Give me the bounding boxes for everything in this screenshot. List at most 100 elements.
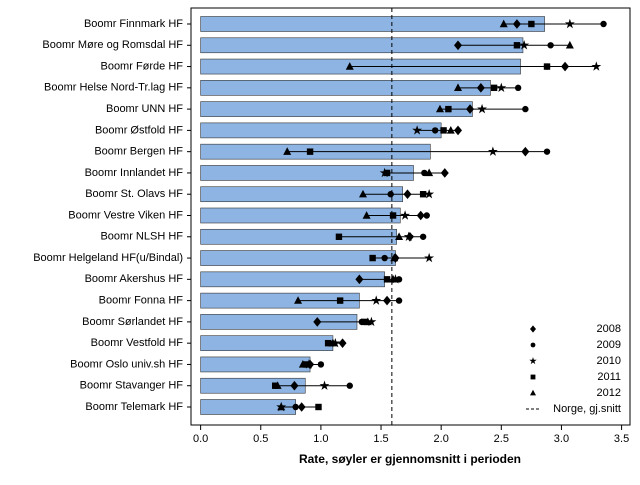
- y-tick-label: Boomr Akershus HF: [85, 273, 184, 285]
- marker-triangle: [328, 338, 337, 347]
- marker-triangle: [390, 253, 399, 262]
- marker-star: [371, 295, 382, 305]
- marker-triangle: [454, 83, 463, 92]
- marker-diamond: [416, 210, 425, 221]
- marker-circle: [543, 148, 551, 155]
- marker-diamond: [290, 380, 299, 391]
- bar: [200, 335, 334, 351]
- marker-circle: [292, 403, 299, 411]
- marker-star: [390, 274, 401, 284]
- bar: [200, 101, 473, 117]
- y-tick-label: Boomr Førde HF: [100, 60, 183, 72]
- marker-star: [319, 380, 330, 390]
- marker-star: [412, 125, 423, 135]
- marker-diamond: [454, 40, 463, 51]
- x-tick-label: 3.5: [614, 433, 629, 445]
- y-tick-label: Boomr Møre og Romsdal HF: [42, 39, 183, 51]
- marker-triangle: [298, 360, 307, 368]
- marker-square: [445, 105, 452, 113]
- y-tick-label: Boomr Vestfold HF: [91, 337, 184, 349]
- marker-star: [424, 252, 435, 263]
- legend-label: 2011: [597, 371, 621, 383]
- marker-triangle: [363, 317, 372, 326]
- marker-star: [400, 210, 411, 220]
- marker-diamond: [403, 189, 412, 200]
- marker-star: [403, 231, 414, 241]
- y-tick-label: Boomr Sørlandet HF: [82, 316, 183, 328]
- marker-square: [543, 63, 551, 70]
- x-tick-label: 2.5: [494, 433, 509, 445]
- legend-label: Norge, gj.snitt: [553, 403, 621, 415]
- y-tick-label: Boomr Østfold HF: [95, 124, 183, 136]
- marker-square: [419, 191, 427, 198]
- legend-symbol: [530, 342, 536, 348]
- y-tick-label: Boomr St. Olavs HF: [85, 188, 183, 200]
- marker-triangle: [499, 19, 508, 28]
- marker-square: [369, 254, 376, 262]
- y-tick-label: Boomr Finnmark HF: [84, 18, 183, 30]
- marker-circle: [381, 254, 388, 262]
- y-tick-label: Boomr Fonna HF: [99, 295, 184, 307]
- marker-triangle: [358, 189, 367, 198]
- marker-diamond: [454, 125, 463, 136]
- marker-circle: [547, 42, 554, 49]
- marker-circle: [431, 127, 439, 134]
- marker-circle: [317, 361, 325, 368]
- marker-square: [490, 84, 498, 92]
- y-tick-label: Boomr Telemark HF: [85, 401, 183, 413]
- marker-circle: [423, 212, 430, 219]
- legend-symbol: [530, 389, 536, 396]
- bar: [200, 122, 442, 139]
- marker-star: [496, 82, 507, 93]
- x-tick-label: 2.0: [434, 433, 449, 445]
- x-tick-label: 3.0: [554, 433, 569, 445]
- marker-star: [519, 40, 530, 50]
- y-tick-label: Boomr Helse Nord-Tr.lag HF: [44, 82, 183, 94]
- marker-star: [487, 146, 498, 156]
- marker-star: [330, 337, 341, 348]
- y-tick-label: Boomr UNN HF: [106, 103, 183, 115]
- marker-star: [366, 316, 377, 327]
- marker-diamond: [561, 61, 570, 72]
- marker-square: [528, 20, 535, 28]
- marker-square: [360, 318, 368, 326]
- marker-circle: [346, 382, 353, 389]
- marker-circle: [600, 20, 607, 28]
- y-tick-label: Boomr Innlandet HF: [85, 167, 184, 179]
- marker-diamond: [297, 402, 306, 412]
- marker-diamond: [466, 104, 475, 114]
- marker-triangle: [345, 62, 354, 70]
- x-tick-label: 0.0: [193, 433, 208, 445]
- x-axis-label: Rate, søyler er gjennomsnitt i perioden: [299, 452, 521, 466]
- marker-triangle: [277, 402, 286, 411]
- bar: [200, 356, 311, 373]
- marker-circle: [395, 297, 403, 304]
- legend-symbol: [530, 325, 536, 333]
- legend-symbol: [529, 357, 537, 365]
- marker-triangle: [283, 147, 292, 155]
- legend-label: 2012: [597, 387, 621, 399]
- marker-diamond: [476, 83, 485, 93]
- marker-square: [271, 382, 279, 389]
- legend-symbol: [530, 374, 536, 380]
- x-tick-label: 1.5: [373, 433, 388, 445]
- marker-square: [383, 276, 391, 283]
- x-tick-label: 1.0: [313, 433, 328, 445]
- marker-circle: [522, 105, 529, 113]
- marker-diamond: [338, 338, 347, 348]
- y-tick-label: Boomr Vestre Viken HF: [68, 209, 183, 221]
- marker-triangle: [425, 168, 434, 177]
- bar: [200, 80, 491, 96]
- bar: [200, 165, 414, 181]
- marker-square: [440, 127, 447, 134]
- marker-circle: [421, 169, 428, 177]
- x-tick-label: 0.5: [253, 433, 268, 445]
- marker-square: [324, 339, 332, 347]
- marker-circle: [514, 84, 522, 92]
- marker-triangle: [446, 125, 455, 134]
- marker-star: [424, 189, 435, 199]
- marker-square: [306, 148, 314, 155]
- marker-circle: [419, 233, 427, 240]
- y-tick-label: Boomr Bergen HF: [94, 146, 183, 158]
